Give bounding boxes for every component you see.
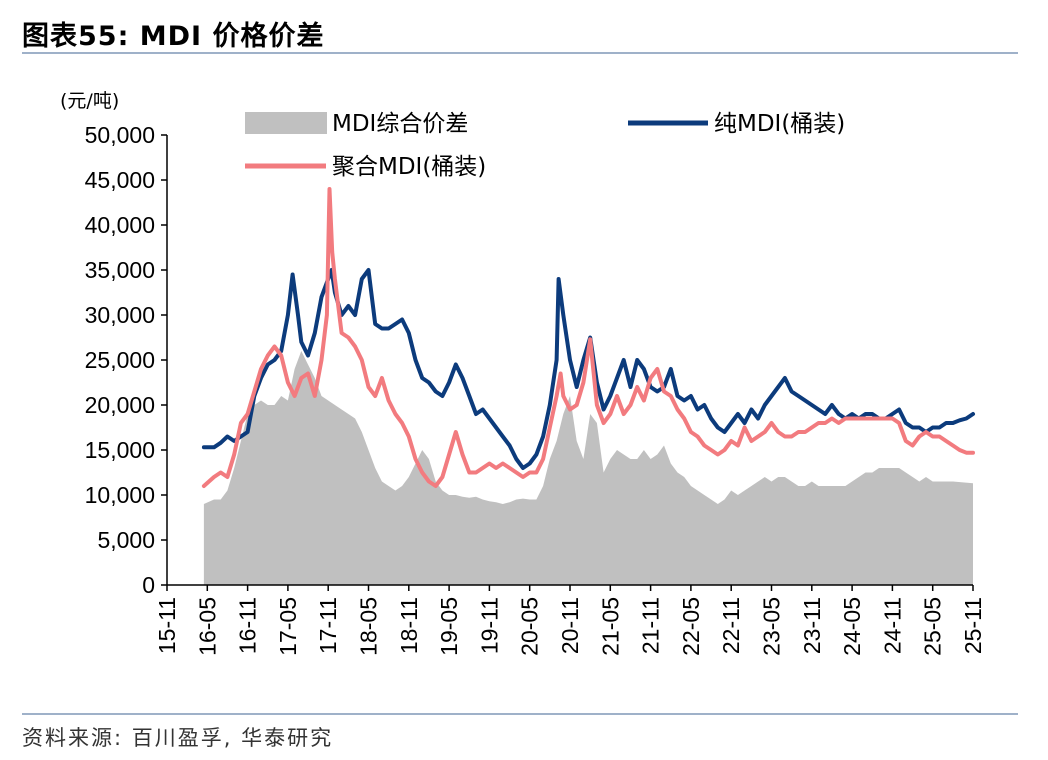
y-tick-label: 25,000 [85, 347, 155, 373]
x-tick-label: 23-11 [799, 597, 825, 654]
series-area-mdi-spread [203, 351, 973, 585]
x-tick-label: 25-05 [920, 597, 946, 656]
x-tick-label: 20-05 [517, 597, 543, 656]
x-tick-label: 16-11 [235, 597, 261, 654]
x-tick-label: 23-05 [759, 597, 785, 656]
series-line-pure-mdi [201, 268, 975, 470]
x-tick-label: 24-11 [879, 597, 905, 654]
y-tick-label: 15,000 [85, 437, 155, 463]
y-tick-label: 35,000 [85, 257, 155, 283]
plot-area [201, 187, 975, 585]
source-note: 资料来源: 百川盈孚, 华泰研究 [22, 726, 334, 750]
x-tick-label: 24-05 [839, 597, 865, 656]
x-tick-label: 17-05 [275, 597, 301, 656]
x-tick-label: 16-05 [194, 597, 220, 656]
title-rule [22, 52, 1018, 54]
y-tick-label: 5,000 [97, 527, 155, 553]
y-tick-label: 30,000 [85, 302, 155, 328]
x-tick-label: 19-05 [436, 597, 462, 656]
y-tick-label: 50,000 [85, 122, 155, 148]
x-tick-label: 19-11 [476, 597, 502, 654]
x-tick-label: 17-11 [315, 597, 341, 654]
legend-label-pure-mdi: 纯MDI(桶装) [714, 111, 845, 137]
x-tick-label: 15-11 [154, 597, 180, 654]
x-tick-label: 21-11 [638, 597, 664, 654]
legend-swatch-mdi-spread [245, 112, 327, 134]
legend-label-polymeric-mdi: 聚合MDI(桶装) [332, 154, 486, 180]
x-tick-label: 21-05 [597, 597, 623, 656]
y-tick-label: 45,000 [85, 167, 155, 193]
x-tick-label: 22-11 [718, 597, 744, 654]
x-tick-label: 20-11 [557, 597, 583, 654]
axes: 0 5,000 10,000 15,000 20,000 25,000 30,000 35,0… [60, 90, 986, 656]
y-tick-label: 10,000 [85, 482, 155, 508]
series-line-polymeric-mdi [201, 187, 975, 488]
legend-label-mdi-spread: MDI综合价差 [332, 111, 468, 137]
y-tick-label: 40,000 [85, 212, 155, 238]
figure-title: 图表55: MDI 价格价差 [22, 21, 325, 52]
x-tick-label: 25-11 [960, 597, 986, 654]
y-unit-label: (元/吨) [60, 90, 119, 112]
y-tick-label: 20,000 [85, 392, 155, 418]
x-tick-label: 22-05 [678, 597, 704, 656]
x-tick-label: 18-05 [356, 597, 382, 656]
y-tick-label: 0 [142, 572, 155, 598]
x-tick-label: 18-11 [396, 597, 422, 654]
legend: MDI综合价差 纯MDI(桶装) 聚合MDI(桶装) [245, 111, 845, 180]
source-rule [22, 713, 1018, 715]
